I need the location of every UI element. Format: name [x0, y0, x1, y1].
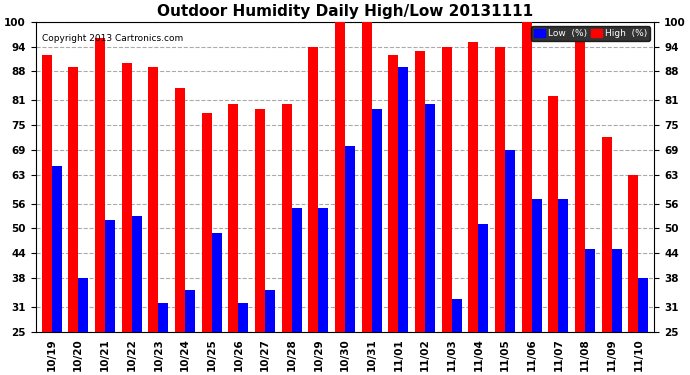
Bar: [158, 303, 168, 375]
Bar: [175, 88, 185, 375]
Bar: [185, 290, 195, 375]
Bar: [318, 208, 328, 375]
Bar: [282, 104, 292, 375]
Bar: [335, 22, 345, 375]
Bar: [415, 51, 425, 375]
Bar: [442, 46, 452, 375]
Bar: [505, 150, 515, 375]
Bar: [308, 46, 318, 375]
Bar: [532, 200, 542, 375]
Bar: [132, 216, 141, 375]
Bar: [345, 146, 355, 375]
Bar: [41, 55, 52, 375]
Bar: [228, 104, 238, 375]
Bar: [425, 104, 435, 375]
Bar: [68, 67, 78, 375]
Bar: [478, 224, 489, 375]
Bar: [638, 278, 649, 375]
Bar: [255, 108, 265, 375]
Bar: [121, 63, 132, 375]
Bar: [628, 175, 638, 375]
Bar: [522, 22, 532, 375]
Title: Outdoor Humidity Daily High/Low 20131111: Outdoor Humidity Daily High/Low 20131111: [157, 4, 533, 19]
Bar: [398, 67, 408, 375]
Bar: [585, 249, 595, 375]
Bar: [238, 303, 248, 375]
Bar: [105, 220, 115, 375]
Bar: [201, 112, 212, 375]
Bar: [549, 96, 558, 375]
Bar: [265, 290, 275, 375]
Bar: [558, 200, 569, 375]
Bar: [52, 166, 62, 375]
Bar: [95, 38, 105, 375]
Bar: [78, 278, 88, 375]
Bar: [372, 108, 382, 375]
Bar: [612, 249, 622, 375]
Bar: [575, 42, 585, 375]
Bar: [212, 232, 221, 375]
Bar: [362, 22, 372, 375]
Bar: [452, 298, 462, 375]
Legend: Low  (%), High  (%): Low (%), High (%): [531, 26, 650, 40]
Bar: [495, 46, 505, 375]
Bar: [602, 138, 612, 375]
Bar: [148, 67, 158, 375]
Bar: [292, 208, 302, 375]
Text: Copyright 2013 Cartronics.com: Copyright 2013 Cartronics.com: [42, 34, 183, 43]
Bar: [469, 42, 478, 375]
Bar: [388, 55, 398, 375]
